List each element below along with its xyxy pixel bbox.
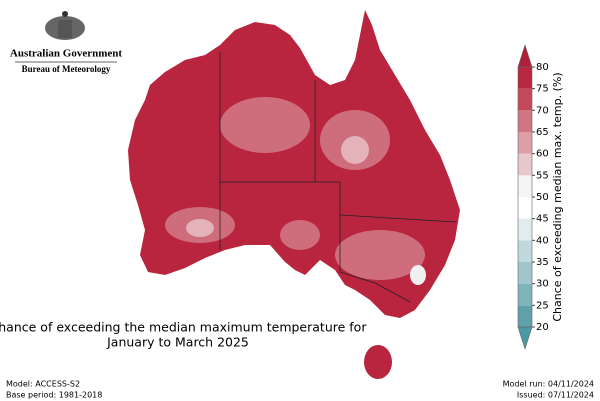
- agency-name: Australian Government: [10, 48, 122, 60]
- colorbar-band: [518, 305, 532, 327]
- colorbar-tick-label: 70: [536, 105, 549, 116]
- colorbar-tick-label: 45: [536, 214, 549, 225]
- tasmania: [364, 345, 392, 379]
- base-period: Base period: 1981-2018: [6, 391, 102, 400]
- bureau-name: Bureau of Meteorology: [22, 64, 111, 74]
- map-title: Chance of exceeding the median maximum t…: [0, 320, 367, 335]
- issued-date: Issued: 07/11/2024: [517, 391, 594, 400]
- colorbar-band: [518, 132, 532, 154]
- colorbar-band: [518, 175, 532, 197]
- colorbar-label: Chance of exceeding median max. temp. (%…: [551, 72, 564, 321]
- state-borders: [219, 52, 457, 303]
- colorbar-tick-label: 80: [536, 62, 549, 73]
- colorbar-high-arrow: [517, 44, 533, 68]
- colorbar-tick-label: 25: [536, 300, 549, 311]
- colorbar-band: [518, 218, 532, 241]
- colorbar-band: [518, 197, 532, 219]
- colorbar-tick-label: 75: [536, 84, 549, 95]
- map-title: January to March 2025: [106, 335, 249, 350]
- colorbar-tick-label: 20: [536, 322, 549, 333]
- colorbar-band: [518, 67, 532, 89]
- palest-regions: [186, 136, 426, 285]
- map: [128, 10, 460, 379]
- colorbar-band: [518, 153, 532, 176]
- model-run: Model run: 04/11/2024: [503, 380, 594, 389]
- colorbar-low-arrow: [517, 326, 533, 350]
- colorbar-tick-label: 65: [536, 127, 549, 138]
- coat-of-arms: [45, 11, 85, 40]
- colorbar-tick-label: 35: [536, 257, 549, 268]
- colorbar-band: [518, 110, 532, 132]
- lighter-regions: [165, 97, 425, 280]
- colorbar-tick-label: 55: [536, 170, 549, 181]
- colorbar-band: [518, 240, 532, 262]
- colorbar-tick-label: 60: [536, 149, 549, 160]
- colorbar-band: [518, 262, 532, 284]
- model-info: Model: ACCESS-S2: [6, 380, 80, 389]
- colorbar-band: [518, 88, 532, 111]
- colorbar-tick-label: 30: [536, 279, 549, 290]
- colorbar: 20 25 30 35 40 45 50 55 60 65 70 75 80: [517, 44, 549, 350]
- colorbar-band: [518, 283, 532, 306]
- colorbar-tick-label: 40: [536, 235, 549, 246]
- colorbar-tick-label: 50: [536, 192, 549, 203]
